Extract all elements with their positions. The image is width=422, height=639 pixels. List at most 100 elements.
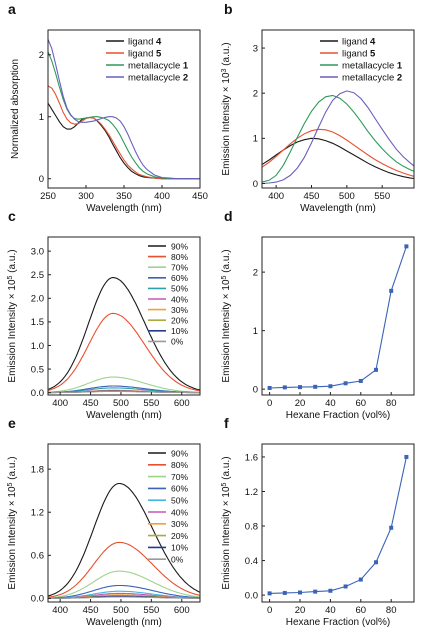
y-tick-label: 1 bbox=[253, 326, 258, 337]
x-tick-label: 20 bbox=[295, 398, 306, 409]
y-axis-label-part: (a.u.) bbox=[7, 249, 18, 275]
legend-label: 60% bbox=[171, 484, 188, 494]
legend-label-part: 4 bbox=[370, 37, 376, 48]
y-axis-label: Emission Intensity × 105 (a.u.) bbox=[221, 249, 233, 382]
x-tick-label: 400 bbox=[268, 191, 284, 202]
y-axis-label-part: Emission Intensity × 10 bbox=[221, 486, 232, 590]
legend: 90%80%70%60%50%40%30%20%10%0% bbox=[148, 448, 188, 565]
y-tick-label: 0.0 bbox=[31, 388, 44, 399]
x-axis-label: Hexane Fraction (vol%) bbox=[286, 617, 390, 628]
x-tick-label: 40 bbox=[325, 605, 336, 616]
plot-frame bbox=[47, 236, 201, 396]
x-tick-label: 600 bbox=[174, 605, 190, 616]
data-point bbox=[389, 525, 394, 530]
y-axis-label: Emission Intensity × 105 (a.u.) bbox=[221, 456, 233, 589]
legend-label: ligand 5 bbox=[128, 49, 162, 60]
y-tick-label: 0 bbox=[39, 174, 44, 185]
y-tick-label: 2 bbox=[253, 89, 258, 100]
y-tick-label: 1.0 bbox=[31, 341, 44, 352]
y-tick-label: 0 bbox=[253, 384, 258, 395]
legend-label: 70% bbox=[171, 263, 188, 273]
y-axis-label-part: 3 bbox=[221, 68, 228, 72]
legend: 90%80%70%60%50%40%30%20%10%0% bbox=[148, 241, 188, 347]
y-axis-label-part: (a.u.) bbox=[7, 456, 18, 482]
legend-label-part: 2 bbox=[183, 73, 188, 84]
series-group bbox=[269, 246, 407, 389]
data-point bbox=[374, 367, 378, 372]
data-point bbox=[389, 288, 394, 293]
legend-label-part: metallacycle bbox=[128, 73, 183, 84]
x-tick-label: 500 bbox=[113, 605, 129, 616]
series-line-70% bbox=[48, 570, 200, 599]
legend-label: metallacycle 1 bbox=[128, 61, 189, 72]
x-tick-label: 0 bbox=[267, 398, 272, 409]
y-tick-label: 2 bbox=[253, 267, 258, 278]
y-tick-label: 1.5 bbox=[31, 317, 44, 328]
y-tick-label: 1 bbox=[253, 134, 258, 145]
x-tick-label: 500 bbox=[113, 398, 129, 409]
legend-label-part: ligand bbox=[128, 49, 156, 60]
legend-label: metallacycle 1 bbox=[342, 61, 403, 72]
y-tick-label: 1 bbox=[39, 112, 44, 123]
data-point bbox=[404, 454, 409, 459]
series-line-data bbox=[262, 128, 414, 177]
legend-label-part: 5 bbox=[156, 49, 162, 60]
panel-letter-b: b bbox=[224, 1, 233, 17]
series-group bbox=[262, 90, 414, 185]
x-tick-label: 550 bbox=[143, 398, 159, 409]
series-line-data bbox=[48, 85, 200, 180]
x-tick-label: 600 bbox=[174, 398, 190, 409]
y-axis-label-part: Emission Intensity × 10 bbox=[7, 486, 18, 590]
plot-frame bbox=[261, 236, 415, 396]
legend-label: 60% bbox=[171, 273, 188, 283]
y-tick-label: 1.6 bbox=[245, 452, 258, 463]
y-tick-label: 2.5 bbox=[31, 270, 44, 281]
series-group bbox=[48, 39, 200, 180]
legend-label-part: 1 bbox=[397, 61, 403, 72]
legend-label-part: ligand bbox=[342, 37, 370, 48]
data-point bbox=[282, 590, 287, 595]
data-point bbox=[343, 381, 348, 386]
series-line-80% bbox=[48, 541, 200, 598]
legend-label-part: 1 bbox=[183, 61, 189, 72]
legend-label: 80% bbox=[171, 460, 188, 470]
y-axis-label: Emission Intensity × 103 (a.u.) bbox=[221, 42, 233, 175]
series-line-data bbox=[262, 137, 414, 180]
legend-label-part: metallacycle bbox=[342, 73, 397, 84]
series-line-90% bbox=[48, 277, 200, 391]
legend-label: metallacycle 2 bbox=[128, 73, 188, 84]
series-line-data bbox=[269, 246, 407, 389]
series-group bbox=[269, 456, 407, 594]
y-axis-label: Normalized absorption bbox=[10, 59, 21, 159]
data-point bbox=[267, 591, 272, 596]
series-line-70% bbox=[48, 376, 200, 393]
panel-letter-a: a bbox=[8, 1, 16, 17]
x-tick-label: 450 bbox=[83, 605, 99, 616]
legend-label-part: metallacycle bbox=[342, 61, 397, 72]
legend-label: 30% bbox=[171, 519, 188, 529]
legend-label: 80% bbox=[171, 252, 188, 262]
series-line-0% bbox=[48, 596, 200, 599]
data-point bbox=[358, 378, 363, 383]
y-tick-label: 0 bbox=[253, 179, 258, 190]
x-tick-label: 300 bbox=[78, 191, 94, 202]
x-tick-label: 400 bbox=[52, 398, 68, 409]
y-axis-label-part: 5 bbox=[221, 275, 228, 279]
legend-label: 40% bbox=[171, 507, 188, 517]
y-axis-label-part: (a.u.) bbox=[221, 249, 232, 275]
y-tick-label: 0.6 bbox=[31, 551, 44, 562]
series-line-0% bbox=[48, 390, 200, 394]
data-point bbox=[328, 588, 333, 593]
data-point bbox=[313, 589, 318, 594]
panel-letter-d: d bbox=[224, 208, 233, 224]
data-point bbox=[358, 577, 363, 582]
legend-label-part: ligand bbox=[128, 37, 156, 48]
y-tick-label: 3 bbox=[253, 43, 258, 54]
legend-label: ligand 4 bbox=[342, 37, 376, 48]
y-tick-label: 3.0 bbox=[31, 246, 44, 257]
series-line-data bbox=[269, 456, 407, 594]
plot-frame bbox=[47, 443, 201, 603]
